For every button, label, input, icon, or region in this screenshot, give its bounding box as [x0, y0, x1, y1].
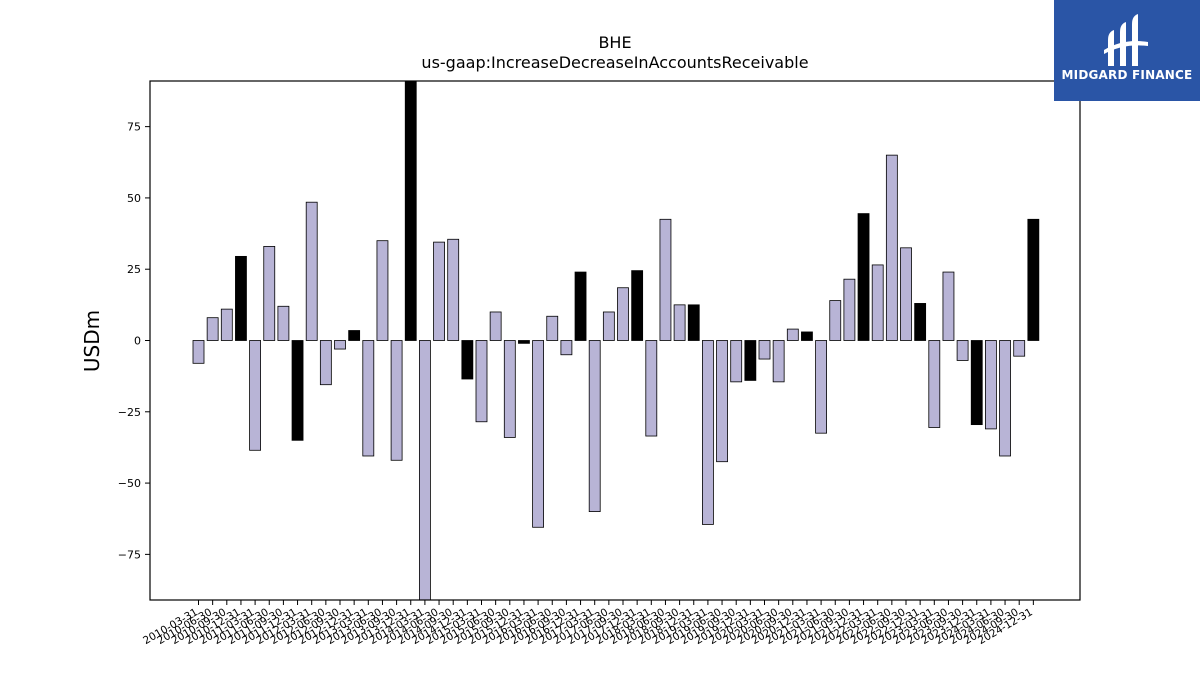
bar-2013-06-30: [376, 240, 389, 341]
bar-2012-03-31: [305, 201, 318, 341]
bar-2013-03-31: [362, 340, 375, 457]
midgard-logo-icon: [1104, 14, 1148, 66]
bar-2017-12-31: [631, 270, 644, 341]
bar-2022-03-31: [871, 264, 884, 341]
bars-group: [192, 80, 1040, 601]
plot-frame: [149, 80, 1081, 601]
y-tick-label: 0: [134, 335, 141, 348]
bar-2016-12-31: [574, 271, 587, 341]
bar-2021-09-30: [843, 278, 856, 341]
bar-2022-06-30: [885, 154, 898, 341]
bar-2016-03-31: [532, 340, 544, 528]
bar-2019-03-31: [702, 340, 714, 525]
bar-2024-12-31: [1027, 218, 1040, 341]
y-axis-label: USDm: [80, 310, 104, 372]
bar-2018-03-31: [645, 340, 658, 437]
y-axis: −75 −50 −25 0 25 50 75: [118, 121, 150, 561]
brand-logo: MIDGARD FINANCE: [1054, 0, 1200, 101]
bar-2015-09-30: [503, 340, 516, 438]
bar-2022-12-31: [914, 303, 927, 341]
bar-2022-09-30: [900, 247, 912, 341]
bar-2014-09-30: [447, 238, 460, 341]
bar-2013-09-30: [390, 340, 403, 461]
y-tick-label: −75: [118, 548, 141, 561]
bar-2014-12-31: [461, 340, 474, 380]
chart-title: BHE: [598, 33, 631, 52]
bar-2020-06-30: [772, 340, 785, 383]
bar-2015-03-31: [475, 340, 488, 423]
bar-2012-09-30: [334, 340, 346, 350]
bar-2010-12-31: [235, 255, 247, 341]
y-tick-label: 75: [127, 121, 141, 134]
bar-2024-06-30: [999, 340, 1011, 457]
bar-2011-12-31: [291, 340, 304, 441]
bar-2014-06-30: [433, 241, 445, 341]
bar-2019-06-30: [716, 340, 728, 463]
y-tick-label: 25: [127, 263, 141, 276]
bar-2020-12-31: [801, 331, 813, 341]
bar-2012-12-31: [348, 330, 361, 341]
bar-2021-12-31: [857, 213, 870, 341]
bar-2015-12-31: [518, 340, 530, 344]
bar-2011-03-31: [249, 340, 262, 451]
bar-2012-06-30: [319, 340, 332, 386]
bar-2023-06-30: [942, 271, 955, 341]
bar-2019-12-31: [744, 340, 757, 381]
bar-2023-12-31: [970, 340, 983, 426]
bar-2018-06-30: [659, 218, 672, 341]
bar-2021-03-31: [815, 340, 827, 434]
bar-2023-03-31: [928, 340, 941, 428]
bar-2016-06-30: [546, 315, 559, 341]
bar-2011-06-30: [263, 245, 276, 341]
bar-2024-03-31: [985, 340, 997, 430]
bar-2018-12-31: [687, 304, 700, 341]
y-tick-label: 50: [127, 192, 141, 205]
bar-2011-09-30: [277, 305, 290, 341]
bar-2017-06-30: [602, 311, 615, 341]
chart-subtitle: us-gaap:IncreaseDecreaseInAccountsReceiv…: [421, 53, 808, 72]
bar-2018-09-30: [673, 304, 686, 341]
bar-2017-09-30: [617, 287, 629, 341]
bar-2017-03-31: [588, 340, 601, 513]
y-tick-label: −50: [118, 477, 141, 490]
bar-2010-03-31: [192, 340, 205, 364]
bar-2019-09-30: [730, 340, 743, 383]
y-tick-label: −25: [118, 406, 141, 419]
bar-2013-12-31: [404, 80, 417, 341]
x-axis: 2010-03-312010-06-302010-09-302010-12-31…: [141, 600, 1035, 647]
bar-2014-03-31: [418, 340, 431, 601]
bar-2010-06-30: [206, 317, 219, 341]
bar-2020-09-30: [786, 328, 799, 341]
bar-2024-09-30: [1013, 340, 1026, 357]
bar-2021-06-30: [829, 300, 842, 341]
bar-2020-03-31: [758, 340, 771, 360]
bar-2023-09-30: [956, 340, 969, 361]
bar-2016-09-30: [560, 340, 573, 356]
bar-2010-09-30: [220, 308, 233, 341]
bar-2015-06-30: [489, 311, 502, 341]
brand-logo-text: MIDGARD FINANCE: [1061, 68, 1193, 82]
